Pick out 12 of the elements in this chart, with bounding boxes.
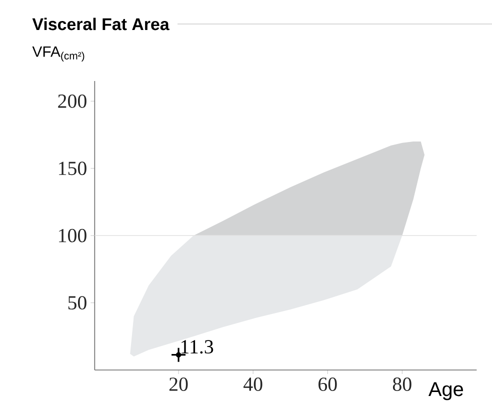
y-tick-label: 150 [59,162,86,176]
chart-title: Visceral Fat Area [32,18,170,30]
x-tick-label: 40 [244,378,262,391]
data-label: 11.3 [181,340,214,354]
y-tick-label: 50 [68,296,86,310]
x-axis-title: Age [428,382,463,400]
x-tick-label: 80 [392,378,412,391]
x-tick-label: 20 [169,378,188,391]
y-tick-label: 100 [59,228,86,242]
y-tick-label: 200 [58,94,86,108]
x-tick-label: 60 [318,378,337,391]
y-axis-title: VFA$_{(cm²)}$ [32,46,84,62]
